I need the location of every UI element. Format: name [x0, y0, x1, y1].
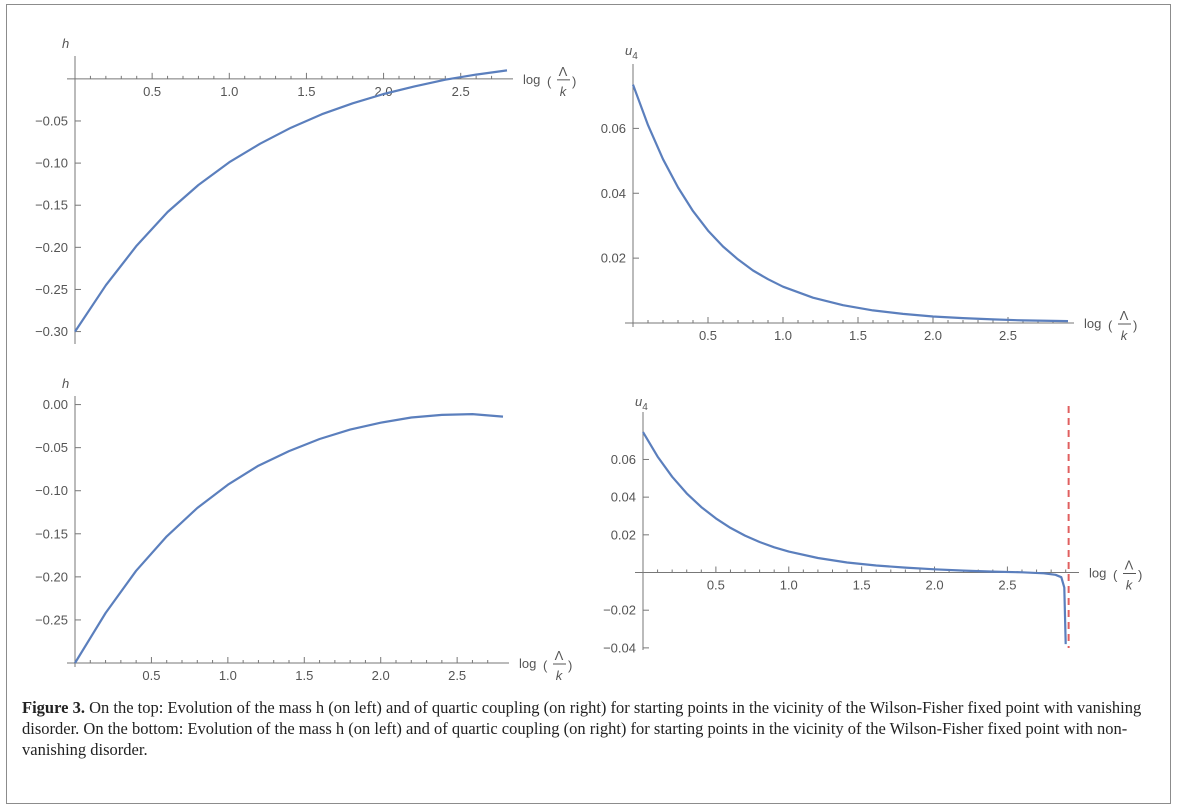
figure-caption: Figure 3. On the top: Evolution of the m… [22, 697, 1152, 760]
caption-text: On the top: Evolution of the mass h (on … [22, 698, 1142, 759]
figure-frame [6, 4, 1171, 804]
caption-label: Figure 3. [22, 698, 85, 717]
